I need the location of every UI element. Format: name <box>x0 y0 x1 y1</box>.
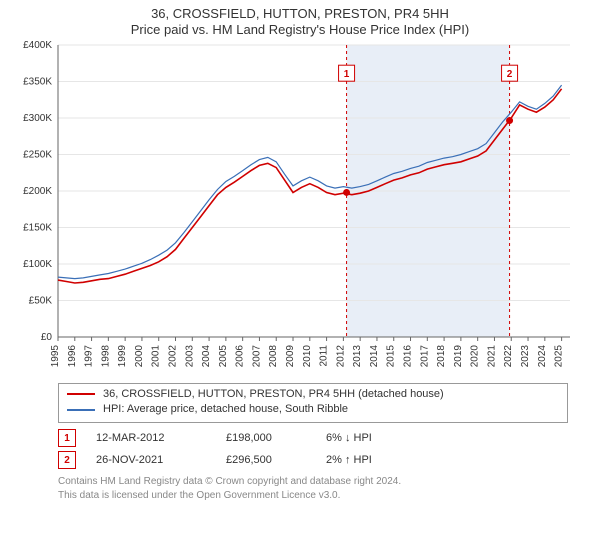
svg-text:1997: 1997 <box>84 344 95 367</box>
svg-text:2001: 2001 <box>151 344 162 367</box>
svg-text:1998: 1998 <box>100 344 111 367</box>
event-price-2: £296,500 <box>226 454 306 466</box>
svg-text:2009: 2009 <box>285 344 296 367</box>
event-diff-2: 2% ↑ HPI <box>326 454 416 466</box>
event-date-2: 26-NOV-2021 <box>96 454 206 466</box>
svg-text:£150K: £150K <box>23 222 52 233</box>
legend-swatch-2 <box>67 409 95 411</box>
svg-text:2012: 2012 <box>335 344 346 367</box>
svg-text:2022: 2022 <box>503 344 514 367</box>
svg-text:2020: 2020 <box>470 344 481 367</box>
events-table: 1 12-MAR-2012 £198,000 6% ↓ HPI 2 26-NOV… <box>58 429 600 469</box>
attribution: Contains HM Land Registry data © Crown c… <box>58 475 600 502</box>
svg-text:2025: 2025 <box>554 344 565 367</box>
svg-text:1: 1 <box>344 69 350 80</box>
svg-text:£250K: £250K <box>23 149 52 160</box>
container: 36, CROSSFIELD, HUTTON, PRESTON, PR4 5HH… <box>0 0 600 560</box>
event-row-1: 1 12-MAR-2012 £198,000 6% ↓ HPI <box>58 429 600 447</box>
price-chart: £0 £50K £100K £150K £200K £250K £300K £350K £400… <box>0 39 600 379</box>
svg-text:2000: 2000 <box>134 344 145 367</box>
svg-text:2019: 2019 <box>453 344 464 367</box>
svg-text:2021: 2021 <box>486 344 497 367</box>
legend-label-1: 36, CROSSFIELD, HUTTON, PRESTON, PR4 5HH… <box>103 387 444 403</box>
legend-swatch-1 <box>67 393 95 395</box>
chart-subtitle: Price paid vs. HM Land Registry's House … <box>0 22 600 38</box>
legend-series-1: 36, CROSSFIELD, HUTTON, PRESTON, PR4 5HH… <box>67 387 559 403</box>
svg-text:£50K: £50K <box>29 295 53 306</box>
svg-text:2006: 2006 <box>235 344 246 367</box>
svg-text:1995: 1995 <box>50 344 61 367</box>
svg-text:2014: 2014 <box>369 344 380 367</box>
svg-text:1996: 1996 <box>67 344 78 367</box>
event-price-1: £198,000 <box>226 432 306 444</box>
svg-text:2003: 2003 <box>184 344 195 367</box>
svg-text:2024: 2024 <box>537 344 548 367</box>
svg-text:2010: 2010 <box>302 344 313 367</box>
svg-text:2015: 2015 <box>386 344 397 367</box>
svg-text:2011: 2011 <box>319 344 330 366</box>
legend-label-2: HPI: Average price, detached house, Sout… <box>103 402 348 418</box>
event-date-1: 12-MAR-2012 <box>96 432 206 444</box>
svg-text:£100K: £100K <box>23 259 52 270</box>
svg-text:2018: 2018 <box>436 344 447 367</box>
svg-text:2002: 2002 <box>168 344 179 367</box>
svg-text:£400K: £400K <box>23 40 52 51</box>
event-marker-2: 2 <box>58 451 76 469</box>
svg-text:1999: 1999 <box>117 344 128 367</box>
svg-text:2008: 2008 <box>268 344 279 367</box>
svg-text:2013: 2013 <box>352 344 363 367</box>
svg-text:£200K: £200K <box>23 186 52 197</box>
svg-text:2005: 2005 <box>218 344 229 367</box>
chart-title: 36, CROSSFIELD, HUTTON, PRESTON, PR4 5HH <box>0 6 600 22</box>
title-block: 36, CROSSFIELD, HUTTON, PRESTON, PR4 5HH… <box>0 0 600 39</box>
svg-text:£0: £0 <box>41 332 53 343</box>
event-row-2: 2 26-NOV-2021 £296,500 2% ↑ HPI <box>58 451 600 469</box>
svg-text:£350K: £350K <box>23 76 52 87</box>
svg-text:2: 2 <box>507 69 513 80</box>
legend: 36, CROSSFIELD, HUTTON, PRESTON, PR4 5HH… <box>58 383 568 424</box>
svg-text:2017: 2017 <box>419 344 430 367</box>
svg-text:2004: 2004 <box>201 344 212 367</box>
svg-text:2016: 2016 <box>403 344 414 367</box>
svg-text:£300K: £300K <box>23 113 52 124</box>
attribution-line-1: Contains HM Land Registry data © Crown c… <box>58 475 600 489</box>
attribution-line-2: This data is licensed under the Open Gov… <box>58 489 600 503</box>
svg-text:2007: 2007 <box>251 344 262 367</box>
svg-text:2023: 2023 <box>520 344 531 367</box>
event-diff-1: 6% ↓ HPI <box>326 432 416 444</box>
event-marker-1: 1 <box>58 429 76 447</box>
legend-series-2: HPI: Average price, detached house, Sout… <box>67 402 559 418</box>
